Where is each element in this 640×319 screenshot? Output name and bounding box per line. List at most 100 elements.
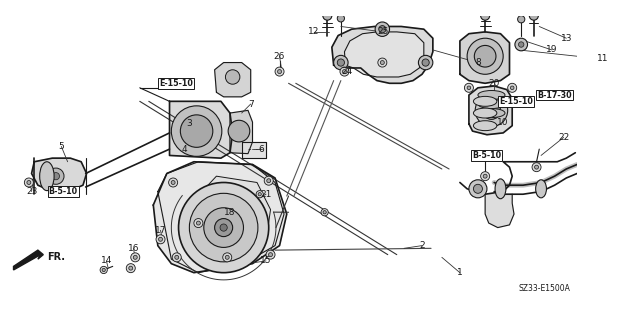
Ellipse shape bbox=[474, 108, 497, 118]
Circle shape bbox=[275, 67, 284, 76]
Text: 15: 15 bbox=[260, 256, 272, 265]
Circle shape bbox=[256, 191, 263, 198]
Circle shape bbox=[510, 86, 514, 90]
Circle shape bbox=[133, 255, 137, 259]
Circle shape bbox=[481, 11, 490, 20]
Ellipse shape bbox=[495, 179, 506, 199]
Text: 6: 6 bbox=[259, 145, 264, 154]
Text: 12: 12 bbox=[308, 27, 319, 36]
Circle shape bbox=[267, 179, 271, 183]
Circle shape bbox=[214, 219, 233, 237]
Text: 4: 4 bbox=[182, 145, 188, 154]
Text: 3: 3 bbox=[186, 119, 192, 128]
Circle shape bbox=[378, 58, 387, 67]
Text: 14: 14 bbox=[100, 256, 112, 265]
Text: 17: 17 bbox=[155, 226, 166, 235]
Circle shape bbox=[534, 165, 538, 169]
Text: 18: 18 bbox=[224, 208, 236, 217]
Circle shape bbox=[333, 56, 348, 70]
Text: 26: 26 bbox=[274, 52, 285, 61]
Ellipse shape bbox=[478, 108, 505, 118]
Text: 11: 11 bbox=[596, 55, 608, 63]
Circle shape bbox=[518, 16, 525, 23]
Circle shape bbox=[225, 255, 229, 259]
Text: 25: 25 bbox=[378, 27, 389, 36]
Circle shape bbox=[129, 266, 132, 270]
Circle shape bbox=[175, 255, 179, 259]
Ellipse shape bbox=[478, 91, 505, 100]
Polygon shape bbox=[485, 194, 514, 227]
Text: 8: 8 bbox=[475, 58, 481, 67]
Polygon shape bbox=[344, 32, 424, 77]
Circle shape bbox=[159, 237, 163, 241]
Circle shape bbox=[156, 235, 165, 244]
Polygon shape bbox=[230, 110, 253, 154]
Text: 1: 1 bbox=[457, 268, 463, 277]
Polygon shape bbox=[170, 101, 233, 158]
Circle shape bbox=[340, 67, 349, 76]
Circle shape bbox=[171, 181, 175, 184]
Polygon shape bbox=[189, 176, 271, 263]
Text: E-15-10: E-15-10 bbox=[499, 97, 532, 106]
Circle shape bbox=[48, 168, 64, 184]
Circle shape bbox=[264, 176, 273, 185]
Circle shape bbox=[168, 178, 178, 187]
Ellipse shape bbox=[478, 100, 505, 108]
Text: 16: 16 bbox=[128, 244, 140, 253]
Circle shape bbox=[131, 253, 140, 262]
Text: 20: 20 bbox=[488, 79, 500, 88]
Circle shape bbox=[323, 211, 326, 214]
Polygon shape bbox=[332, 26, 433, 83]
Circle shape bbox=[100, 266, 108, 274]
Circle shape bbox=[474, 184, 483, 193]
Polygon shape bbox=[469, 86, 512, 135]
Text: 5: 5 bbox=[58, 142, 64, 151]
Circle shape bbox=[476, 94, 508, 127]
Text: 13: 13 bbox=[561, 34, 572, 43]
Circle shape bbox=[24, 178, 33, 187]
Text: 23: 23 bbox=[26, 187, 37, 196]
Text: SZ33-E1500A: SZ33-E1500A bbox=[518, 284, 570, 293]
Ellipse shape bbox=[536, 180, 547, 198]
Circle shape bbox=[225, 70, 240, 84]
Circle shape bbox=[278, 70, 282, 74]
Circle shape bbox=[179, 182, 269, 273]
Circle shape bbox=[172, 106, 222, 156]
Circle shape bbox=[204, 208, 243, 248]
Circle shape bbox=[422, 59, 429, 66]
Circle shape bbox=[194, 219, 203, 227]
Circle shape bbox=[266, 250, 275, 259]
Circle shape bbox=[228, 120, 250, 142]
Circle shape bbox=[380, 61, 385, 64]
Circle shape bbox=[52, 173, 60, 180]
Ellipse shape bbox=[474, 121, 497, 131]
Circle shape bbox=[220, 224, 227, 231]
Polygon shape bbox=[13, 250, 44, 270]
Circle shape bbox=[258, 193, 261, 196]
Text: B-17-30: B-17-30 bbox=[537, 91, 572, 100]
Text: 22: 22 bbox=[558, 133, 569, 142]
Text: B-5-10: B-5-10 bbox=[472, 151, 502, 160]
Circle shape bbox=[532, 163, 541, 172]
Circle shape bbox=[375, 22, 390, 36]
Circle shape bbox=[379, 26, 386, 33]
Text: 19: 19 bbox=[546, 45, 557, 55]
Ellipse shape bbox=[474, 96, 497, 106]
Polygon shape bbox=[460, 32, 509, 83]
Text: 10: 10 bbox=[497, 118, 509, 127]
Circle shape bbox=[126, 263, 135, 273]
Polygon shape bbox=[214, 63, 251, 97]
Ellipse shape bbox=[40, 162, 54, 191]
Circle shape bbox=[196, 221, 200, 225]
Circle shape bbox=[172, 253, 181, 262]
Text: 21: 21 bbox=[260, 190, 272, 199]
Circle shape bbox=[419, 56, 433, 70]
Text: E-15-10: E-15-10 bbox=[159, 79, 193, 88]
Circle shape bbox=[342, 70, 346, 74]
Circle shape bbox=[515, 38, 527, 51]
Circle shape bbox=[337, 15, 344, 22]
Circle shape bbox=[508, 83, 516, 92]
Polygon shape bbox=[154, 162, 287, 273]
Text: FR.: FR. bbox=[47, 252, 65, 262]
Circle shape bbox=[189, 193, 258, 262]
